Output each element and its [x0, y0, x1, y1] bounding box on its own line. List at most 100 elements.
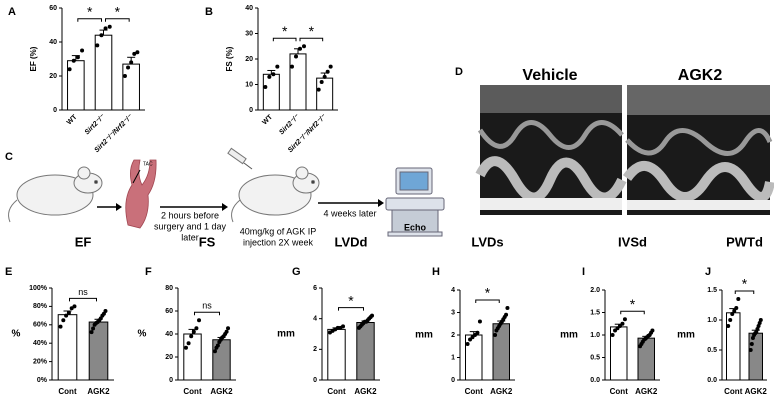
significance-bracket	[194, 311, 220, 316]
y-tick-label: 0%	[37, 377, 48, 384]
significance-bracket	[475, 299, 500, 303]
y-tick-label: 10	[245, 81, 253, 88]
panel-letter: F	[145, 266, 152, 278]
data-point	[263, 85, 268, 90]
significance-label: ns	[202, 301, 212, 311]
y-axis-label: FS (%)	[225, 46, 234, 71]
tac-arrow	[132, 169, 141, 184]
chart-title: EF	[75, 234, 92, 249]
data-point	[748, 348, 753, 352]
bar	[327, 328, 346, 381]
bar	[465, 334, 483, 381]
data-point	[750, 336, 755, 340]
y-tick-label: 1	[451, 354, 455, 361]
panel-letter: A	[8, 6, 16, 18]
data-point	[749, 342, 754, 346]
y-tick-label: 2.0	[590, 287, 600, 294]
significance-label: *	[485, 285, 491, 301]
data-point	[186, 341, 191, 346]
y-tick-label: 2	[451, 332, 455, 339]
timing-line: 2 hours before	[161, 210, 219, 220]
data-point	[95, 43, 100, 48]
y-tick-label: 40	[245, 5, 253, 12]
significance-bracket	[69, 297, 97, 302]
data-point	[71, 58, 76, 63]
y-tick-label: 60	[165, 308, 173, 315]
arrow-head	[222, 203, 228, 211]
data-point	[135, 50, 140, 55]
y-tick-label: 80	[165, 285, 173, 292]
data-point	[290, 64, 294, 69]
chart-title: LVDs	[471, 234, 503, 249]
data-point	[224, 329, 229, 334]
y-tick-label: 40%	[33, 340, 48, 347]
data-point	[191, 329, 196, 334]
data-point	[197, 318, 202, 323]
image-label: Vehicle	[522, 67, 577, 84]
arrow-head	[378, 199, 384, 207]
injection-line: injection 2X week	[243, 237, 314, 247]
data-point	[341, 324, 346, 329]
significance-label: *	[348, 292, 354, 308]
data-point	[122, 74, 127, 78]
x-tick-label: Cont	[327, 387, 346, 396]
chart-title: IVSd	[618, 234, 647, 249]
x-tick-label: Cont	[183, 387, 202, 396]
bar	[57, 314, 78, 381]
y-tick-label: 0	[451, 377, 455, 384]
y-tick-label: 0.5	[590, 354, 600, 361]
image-label: AGK2	[678, 67, 723, 84]
data-point	[58, 324, 63, 329]
y-tick-label: 20	[245, 56, 253, 63]
significance-bracket	[338, 307, 364, 311]
significance-bracket	[272, 37, 297, 42]
panel-letter: D	[455, 66, 463, 78]
y-tick-label: 60%	[33, 322, 48, 329]
data-point	[465, 342, 470, 346]
data-point	[319, 79, 324, 84]
x-tick-label: Cont	[465, 387, 484, 396]
y-tick-label: 40	[165, 331, 173, 338]
significance-bracket	[734, 290, 755, 294]
data-point	[504, 312, 509, 317]
significance-bracket	[77, 18, 102, 22]
x-tick-label: Sirt2⁻/⁻	[84, 113, 107, 136]
chart-title: LVDd	[335, 234, 368, 249]
timing-line: surgery and 1 day	[154, 221, 227, 231]
data-point	[183, 345, 188, 350]
data-point	[756, 324, 761, 328]
data-point	[91, 326, 96, 331]
y-tick-label: 0.0	[707, 377, 717, 384]
bar	[262, 73, 280, 111]
panel-letter: I	[582, 266, 585, 278]
data-point	[610, 333, 615, 337]
y-tick-label: 6	[313, 285, 317, 292]
y-axis-label: mm	[415, 330, 433, 341]
x-tick-label: AGK2	[635, 387, 658, 396]
y-axis-label: EF (%)	[29, 46, 38, 71]
y-axis-label: %	[12, 329, 21, 340]
y-tick-label: 40	[49, 39, 57, 46]
y-tick-label: 100%	[29, 285, 48, 292]
data-point	[302, 44, 306, 49]
data-point	[126, 65, 131, 70]
chart-title: FS	[199, 234, 216, 249]
bar	[212, 339, 231, 381]
data-point	[189, 334, 194, 339]
y-axis-label: mm	[277, 329, 295, 340]
y-axis-label: mm	[560, 330, 578, 341]
data-point	[732, 309, 737, 313]
data-point	[72, 304, 77, 309]
bar	[748, 332, 763, 381]
echo-machine	[385, 167, 445, 237]
y-tick-label: 0	[249, 107, 253, 114]
y-tick-label: 1.5	[590, 309, 600, 316]
y-tick-label: 1.5	[707, 287, 717, 294]
data-point	[325, 69, 330, 74]
data-point	[505, 306, 510, 310]
timing-line: later	[181, 232, 199, 242]
bar	[356, 322, 375, 381]
significance-label: *	[742, 276, 748, 292]
x-tick-label: AGK2	[745, 387, 768, 396]
